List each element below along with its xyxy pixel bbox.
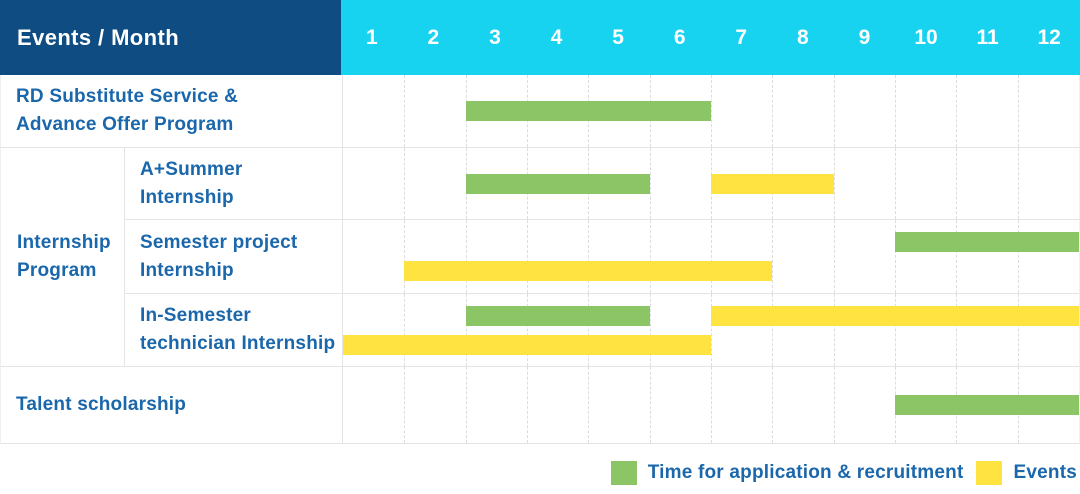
- month-gridline: [711, 294, 712, 366]
- internship-subrows: A+Summer Internship Semester project Int…: [124, 148, 1079, 366]
- month-gridline: [833, 294, 835, 366]
- bar-green: [895, 232, 1079, 252]
- month-label: 5: [612, 25, 624, 49]
- month-gridline: [588, 367, 590, 443]
- bar-green: [465, 173, 650, 194]
- month-gridline: [465, 294, 467, 366]
- table-row: Talent scholarship: [1, 367, 1079, 443]
- legend-label: Time for application & recruitment: [647, 462, 964, 483]
- month-label: 3: [489, 25, 501, 49]
- month-gridline: [772, 367, 774, 443]
- month-gridline: [1017, 148, 1019, 219]
- month-gridline: [404, 367, 406, 443]
- legend: Time for application & recruitment Event…: [610, 459, 1077, 487]
- month-label: 6: [673, 25, 686, 49]
- month-gridline: [649, 220, 651, 293]
- month-gridline: [404, 75, 406, 147]
- table-row: Semester project Internship: [124, 220, 1079, 294]
- legend-label: Events: [1013, 462, 1077, 483]
- month-gridline: [711, 220, 712, 293]
- month-gridline: [956, 148, 958, 219]
- month-header: 1 2 3 4 5 6 7 8 9 10 11 12: [341, 0, 1080, 75]
- month-gridline: [649, 367, 651, 443]
- header-title: Events / Month: [17, 24, 180, 50]
- legend-swatch-yellow: [976, 461, 1003, 485]
- bar-yellow: [343, 335, 711, 355]
- chart-cell: [342, 148, 1079, 219]
- month-label: 4: [550, 25, 563, 49]
- month-gridline: [404, 148, 406, 219]
- month-gridline: [404, 294, 406, 366]
- header-row: Events / Month 1 2 3 4 5 6 7 8 9 10 11 1…: [0, 0, 1080, 75]
- bar-green: [465, 101, 711, 121]
- row-label-rd-substitute: RD Substitute Service & Advance Offer Pr…: [16, 86, 239, 135]
- chart-cell: [342, 75, 1079, 147]
- month-gridline: [895, 75, 896, 147]
- month-label: 1: [365, 25, 378, 49]
- month-gridline: [772, 294, 774, 366]
- month-gridline: [833, 367, 835, 443]
- month-gridline: [1017, 75, 1019, 147]
- month-gridline: [588, 220, 590, 293]
- month-gridline: [711, 367, 712, 443]
- month-gridline: [527, 220, 528, 293]
- month-gridline: [527, 294, 528, 366]
- month-gridline: [465, 367, 467, 443]
- month-gridline: [772, 220, 774, 293]
- month-gridline: [404, 220, 406, 293]
- group-label-internship-program: Internship Program: [17, 232, 111, 281]
- month-gridline: [956, 294, 958, 366]
- table-row: RD Substitute Service & Advance Offer Pr…: [1, 75, 1079, 148]
- month-label: 10: [914, 25, 938, 49]
- row-label-talent-scholarship: Talent scholarship: [16, 394, 187, 415]
- month-label: 11: [976, 25, 999, 49]
- header-title-cell: Events / Month: [0, 0, 341, 75]
- month-gridline: [1017, 294, 1019, 366]
- month-gridline: [895, 294, 896, 366]
- table-row: A+Summer Internship: [124, 148, 1079, 220]
- bar-yellow: [711, 173, 834, 194]
- month-gridline: [833, 75, 835, 147]
- month-gridline: [1017, 220, 1019, 293]
- month-gridline: [649, 294, 651, 366]
- bar-yellow: [404, 261, 773, 281]
- month-label: 9: [858, 25, 871, 49]
- internship-program-group: Internship Program A+Summer Internship S…: [1, 148, 1079, 367]
- legend-item-events: Events: [976, 461, 1077, 485]
- month-gridline: [956, 220, 958, 293]
- month-label: 2: [427, 25, 440, 49]
- month-label: 12: [1037, 25, 1061, 49]
- month-gridline: [772, 75, 774, 147]
- month-gridline: [833, 220, 835, 293]
- bar-green: [895, 395, 1079, 415]
- row-label-in-semester-technician: In-Semester technician Internship: [124, 294, 342, 366]
- row-label-a-plus-summer: A+Summer Internship: [124, 148, 342, 219]
- table-body: RD Substitute Service & Advance Offer Pr…: [0, 75, 1080, 444]
- month-gridline: [711, 75, 712, 147]
- legend-swatch-green: [610, 461, 637, 485]
- chart-cell: [342, 294, 1079, 366]
- month-label: 7: [735, 25, 748, 49]
- month-gridline: [956, 75, 958, 147]
- row-label-semester-project: Semester project Internship: [124, 220, 342, 293]
- month-gridline: [895, 148, 896, 219]
- month-label: 8: [796, 25, 809, 49]
- legend-item-application-recruitment: Time for application & recruitment: [610, 461, 964, 485]
- chart-cell: [342, 367, 1079, 443]
- month-gridline: [465, 220, 467, 293]
- month-gridline: [588, 294, 590, 366]
- month-gridline: [895, 220, 896, 293]
- month-gridline: [649, 148, 651, 219]
- month-gridline: [833, 148, 835, 219]
- bar-yellow: [711, 306, 1079, 326]
- bar-green: [465, 306, 650, 326]
- month-gridline: [527, 367, 528, 443]
- table-row: In-Semester technician Internship: [124, 294, 1079, 366]
- chart-cell: [342, 220, 1079, 293]
